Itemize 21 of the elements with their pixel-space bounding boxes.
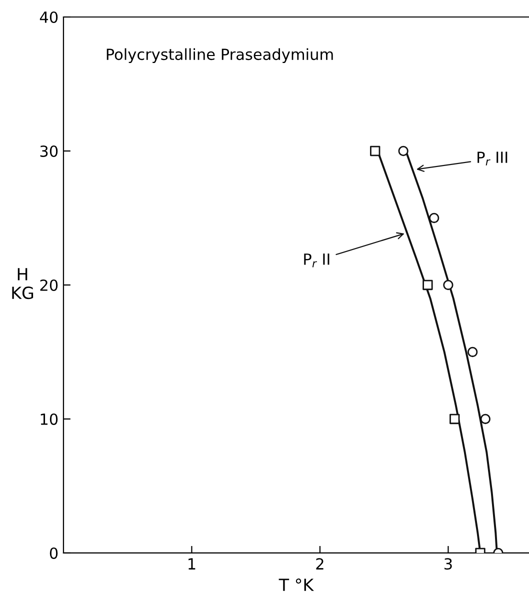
point: [443, 280, 454, 290]
text: Polycrystalline Praseadymium: [106, 48, 333, 64]
x-tick-label: 1: [188, 558, 196, 570]
point: [429, 212, 440, 224]
y-tick-label: 0: [50, 547, 58, 559]
y-tick-label: 30: [40, 145, 58, 158]
y-axis-title: H KG: [12, 268, 34, 300]
y-tick-label: 20: [40, 279, 58, 292]
y-tick-label: 40: [40, 11, 58, 24]
x-tick-label: 2: [316, 558, 324, 570]
x-axis-title: T °K: [278, 578, 314, 591]
point: [467, 346, 478, 358]
y-tick-label: 10: [40, 413, 58, 426]
point: [480, 414, 490, 424]
point: [398, 146, 408, 156]
annotation: P$_{r}$ III: [478, 152, 508, 166]
point: [370, 146, 380, 156]
x-tick-label: 3: [444, 558, 452, 570]
annotation: P$_{r}$ II: [304, 254, 330, 268]
point: [422, 280, 433, 290]
point: [450, 414, 460, 424]
